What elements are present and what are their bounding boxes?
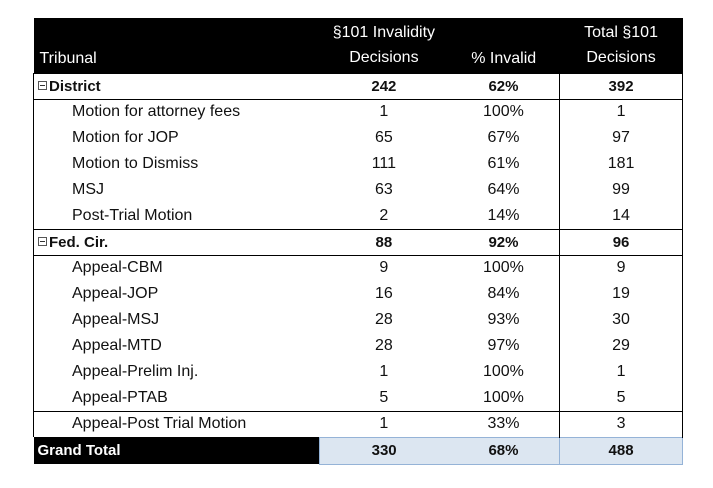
row-total: 181 [559, 151, 683, 177]
row-invalid: 2 [379, 206, 389, 224]
row-total: 14 [559, 203, 683, 229]
group-pct: 92% [447, 228, 561, 256]
row-pct: 61% [447, 151, 561, 177]
row-pct: 100% [447, 99, 561, 125]
row-total: 1 [559, 99, 683, 125]
row-pct: 64% [447, 177, 561, 203]
row-label: Appeal-JOP [32, 281, 320, 307]
group-pct: 62% [447, 72, 561, 100]
row-total: 9 [559, 255, 683, 281]
row-total: 29 [559, 333, 683, 359]
row-label: Post-Trial Motion [32, 203, 320, 229]
row-invalid: 63 [374, 181, 393, 198]
table-row: Appeal-Prelim Inj. 1 100% 1 [32, 359, 683, 385]
row-label: Appeal-CBM [32, 255, 320, 281]
row-invalid: 1 [379, 363, 389, 380]
header-total-line2: Decisions [586, 49, 656, 67]
row-label: Motion to Dismiss [32, 151, 320, 177]
row-pct: 67% [447, 125, 561, 151]
row-label: Appeal-MTD [32, 333, 320, 359]
row-invalid: 1 [379, 103, 389, 121]
header-tribunal[interactable]: Tribunal [39, 49, 97, 67]
table-row: Appeal-MTD 28 97% 29 [32, 333, 683, 359]
row-label: Appeal-PTAB [32, 385, 320, 411]
group-invalid: 88 [319, 228, 448, 256]
row-pct: 33% [447, 410, 561, 437]
row-label: MSJ [32, 177, 320, 203]
group-row-district[interactable]: District 242 62% 392 [32, 72, 683, 100]
group-label: Fed. Cir. [49, 233, 109, 251]
grand-total-invalid: 330 [319, 436, 448, 465]
group-total: 96 [559, 228, 683, 256]
row-pct: 100% [447, 255, 561, 281]
row-invalid: 65 [374, 129, 393, 146]
row-invalid: 9 [379, 259, 389, 277]
grand-total-total: 488 [559, 436, 683, 465]
row-label: Motion for attorney fees [32, 99, 320, 125]
group-label-cell[interactable]: Fed. Cir. [32, 228, 320, 256]
row-label: Appeal-Prelim Inj. [32, 359, 320, 385]
row-pct: 93% [447, 307, 561, 333]
row-total: 19 [559, 281, 683, 307]
row-total: 5 [559, 385, 683, 411]
header-total-line1: Total §101 [584, 24, 658, 42]
group-total: 392 [559, 72, 683, 100]
table-row: Post-Trial Motion 2 14% 14 [32, 203, 683, 229]
table-row: Motion for attorney fees 1 100% 1 [32, 99, 683, 125]
table-row: Appeal-JOP 16 84% 19 [32, 281, 683, 307]
row-pct: 14% [447, 203, 561, 229]
row-invalid: 1 [319, 410, 448, 437]
pivot-table: Tribunal §101 Invalidity Decisions % Inv… [32, 18, 683, 465]
collapse-minus-icon[interactable] [38, 237, 47, 247]
group-label-cell[interactable]: District [32, 72, 320, 100]
row-total: 97 [559, 125, 683, 151]
header-pct-invalid[interactable]: % Invalid [448, 18, 560, 73]
row-invalid: 28 [374, 337, 393, 354]
row-total: 30 [559, 307, 683, 333]
table-row: Appeal-Post Trial Motion 1 33% 3 [32, 410, 683, 437]
row-pct: 100% [447, 385, 561, 411]
row-label: Appeal-MSJ [32, 307, 320, 333]
grand-total-label: Grand Total [33, 437, 320, 464]
row-invalid: 28 [374, 311, 393, 328]
row-pct: 84% [447, 281, 561, 307]
table-row: Appeal-MSJ 28 93% 30 [32, 307, 683, 333]
table-row: Motion for JOP 65 67% 97 [32, 125, 683, 151]
row-pct: 97% [447, 333, 561, 359]
row-label: Appeal-Post Trial Motion [32, 410, 320, 437]
table-row: Appeal-CBM 9 100% 9 [32, 255, 683, 281]
row-pct: 100% [447, 359, 561, 385]
table-row: Motion to Dismiss 111 61% 181 [32, 151, 683, 177]
header-invalidity-decisions[interactable]: §101 Invalidity Decisions [320, 18, 448, 73]
row-total: 1 [559, 359, 683, 385]
row-invalid: 111 [371, 155, 397, 172]
row-invalid: 16 [374, 285, 393, 302]
group-label: District [49, 77, 101, 95]
row-total: 99 [559, 177, 683, 203]
header-row: Tribunal §101 Invalidity Decisions % Inv… [33, 18, 683, 73]
table-row: MSJ 63 64% 99 [32, 177, 683, 203]
header-invalidity-line1: §101 Invalidity [332, 24, 436, 42]
row-invalid: 5 [379, 388, 389, 406]
header-invalidity-line2: Decisions [349, 49, 419, 67]
header-total-decisions[interactable]: Total §101 Decisions [560, 18, 683, 73]
table-row: Appeal-PTAB 5 100% 5 [32, 385, 683, 411]
row-label: Motion for JOP [32, 125, 320, 151]
group-invalid: 242 [319, 72, 448, 100]
row-total: 3 [559, 410, 683, 437]
collapse-minus-icon[interactable] [38, 81, 47, 91]
grand-total-pct: 68% [447, 436, 561, 465]
grand-total-row: Grand Total 330 68% 488 [33, 436, 683, 465]
header-pct-invalid-label: % Invalid [471, 49, 537, 67]
group-row-fed-cir[interactable]: Fed. Cir. 88 92% 96 [32, 228, 683, 256]
